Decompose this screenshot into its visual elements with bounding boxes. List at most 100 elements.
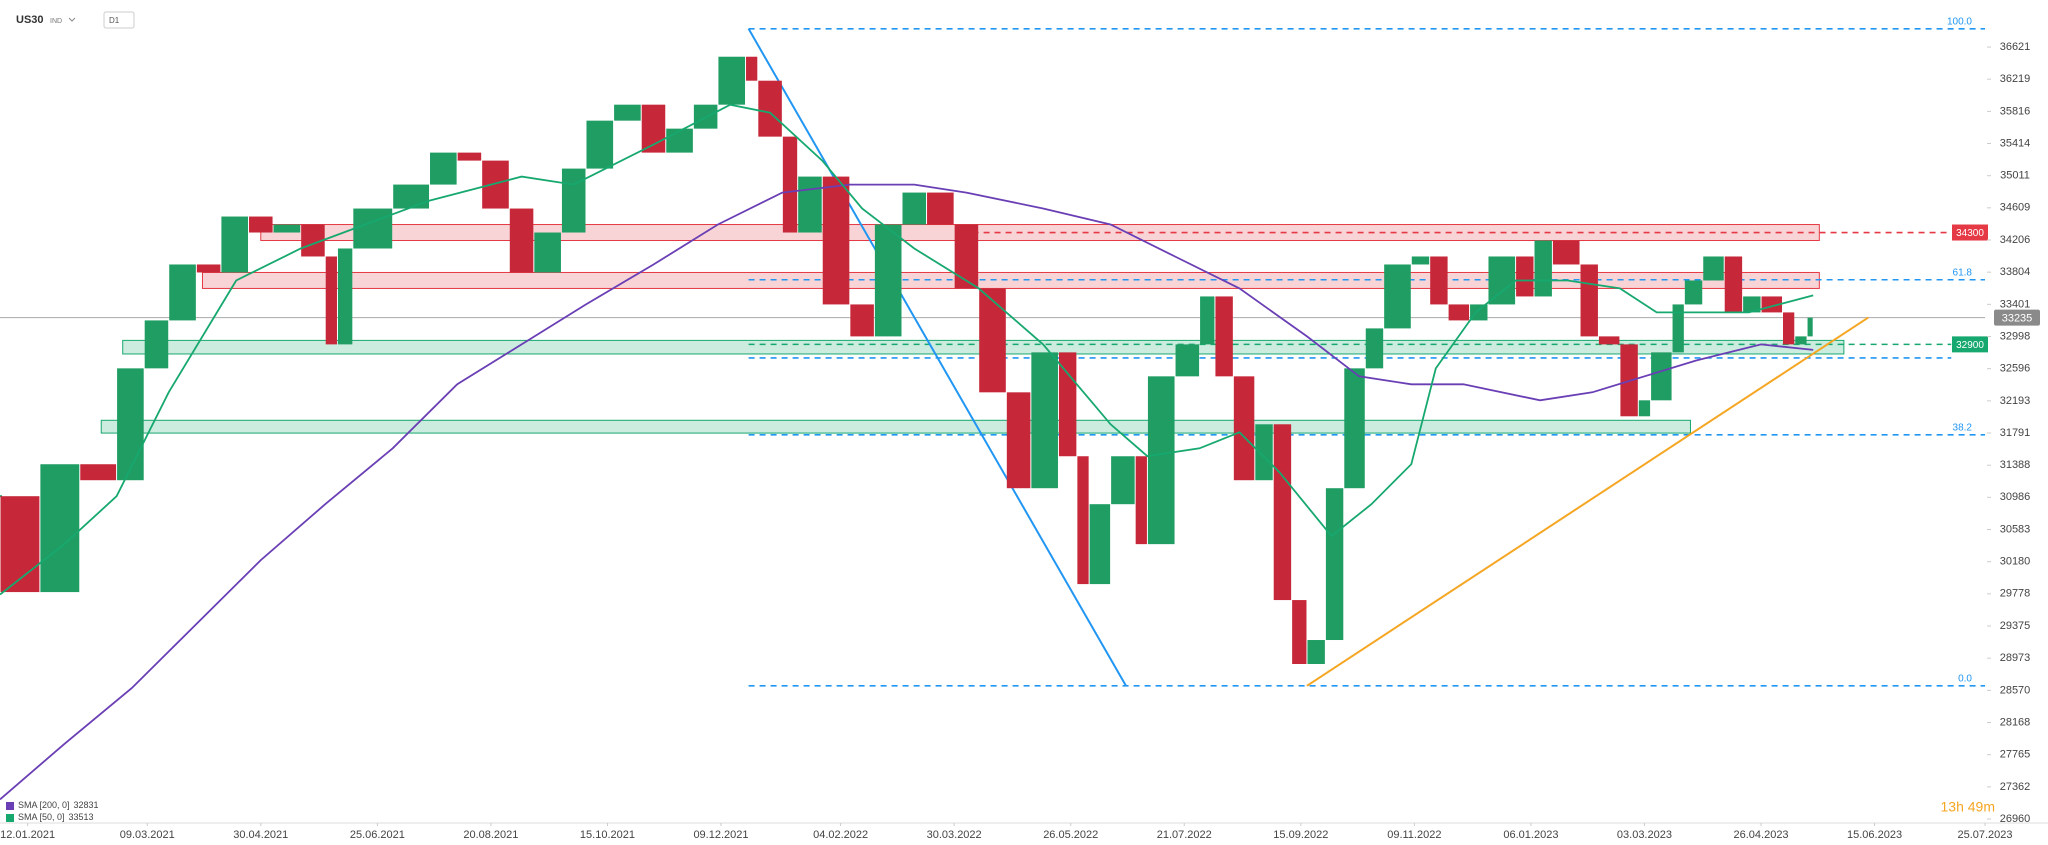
x-tick-label: 15.06.2023 — [1847, 829, 1902, 841]
candle — [1651, 352, 1672, 401]
candle — [1411, 256, 1430, 265]
candle — [1580, 264, 1598, 337]
candle — [353, 208, 393, 249]
candle — [782, 136, 798, 233]
y-tick-label: 34206 — [2000, 234, 2031, 246]
candle — [509, 208, 534, 273]
candle — [1552, 240, 1580, 265]
x-tick-label: 09.03.2021 — [120, 829, 175, 841]
candle — [1598, 336, 1620, 345]
candle — [1215, 296, 1233, 377]
candle — [1325, 488, 1344, 641]
trend-line — [1306, 316, 1869, 687]
x-tick-label: 15.09.2022 — [1273, 829, 1328, 841]
y-tick-label: 31388 — [2000, 459, 2031, 471]
y-tick-label: 26960 — [2000, 813, 2031, 825]
sma-line — [0, 103, 1814, 596]
candle — [1175, 344, 1200, 377]
candle — [430, 152, 457, 185]
candle — [1534, 240, 1552, 297]
y-tick-label: 28973 — [2000, 652, 2031, 664]
candle — [457, 152, 482, 161]
candle — [301, 224, 325, 257]
fib-label: 38.2 — [1953, 422, 1973, 433]
y-tick-label: 28168 — [2000, 716, 2031, 728]
symbol: US30 — [16, 14, 44, 26]
x-tick-label: 30.04.2021 — [233, 829, 288, 841]
candle — [169, 264, 196, 321]
candle — [117, 368, 144, 481]
x-tick-label: 25.06.2021 — [350, 829, 405, 841]
candle — [1006, 392, 1031, 489]
price-tag-label: 32900 — [1956, 340, 1984, 351]
candle — [1233, 376, 1255, 481]
fib-label: 61.8 — [1953, 267, 1973, 278]
sma-line — [0, 183, 1814, 801]
x-tick-label: 21.07.2022 — [1157, 829, 1212, 841]
candle — [1200, 296, 1215, 345]
legend-value: 33513 — [69, 812, 94, 822]
candle — [1077, 456, 1089, 585]
legend-label: SMA [50, 0] 33513 — [18, 812, 94, 822]
candle — [1470, 304, 1488, 321]
dropdown-icon[interactable] — [68, 17, 76, 22]
candle — [196, 264, 221, 273]
x-tick-label: 26.05.2022 — [1043, 829, 1098, 841]
candle — [337, 248, 353, 345]
y-tick-label: 33804 — [2000, 266, 2031, 278]
x-tick-label: 26.04.2023 — [1734, 829, 1789, 841]
candle — [144, 320, 169, 369]
candle — [850, 304, 874, 337]
candle — [927, 192, 954, 225]
y-tick-label: 33401 — [2000, 298, 2031, 310]
candle — [325, 256, 337, 345]
candle — [1516, 256, 1534, 297]
candle — [874, 224, 902, 337]
candle — [614, 104, 641, 121]
candle — [80, 464, 117, 481]
timeframe-box[interactable] — [103, 11, 135, 29]
y-tick-label: 36621 — [2000, 41, 2031, 53]
trend-line — [747, 28, 1127, 687]
candle — [666, 128, 693, 153]
y-tick-label: 30180 — [2000, 556, 2031, 568]
y-tick-label: 35414 — [2000, 137, 2031, 149]
legend-name: SMA [200, 0] — [18, 800, 70, 810]
y-tick-label: 30583 — [2000, 523, 2031, 535]
fib-label: 100.0 — [1947, 16, 1972, 27]
last-price-tag — [1994, 309, 2040, 326]
y-tick-label: 36219 — [2000, 73, 2031, 85]
price-tag-label: 34300 — [1956, 228, 1984, 239]
x-tick-label: 06.01.2023 — [1503, 829, 1558, 841]
y-tick-label: 32596 — [2000, 363, 2031, 375]
candle — [586, 120, 614, 169]
y-tick-label: 28570 — [2000, 684, 2031, 696]
candle — [534, 232, 561, 273]
y-tick-label: 34609 — [2000, 202, 2031, 214]
candle — [1147, 376, 1175, 545]
x-tick-label: 09.12.2021 — [693, 829, 748, 841]
y-tick-label: 27362 — [2000, 781, 2031, 793]
timeframe[interactable]: D1 — [109, 16, 120, 25]
candle — [1307, 640, 1325, 664]
candle — [0, 496, 40, 593]
x-tick-label: 25.07.2023 — [1957, 829, 2012, 841]
candle — [798, 176, 822, 233]
price-tag — [1952, 224, 1988, 241]
y-tick-label: 27765 — [2000, 749, 2031, 761]
candle — [1488, 256, 1516, 305]
candle — [482, 160, 509, 209]
legend-swatch — [6, 814, 14, 822]
last-price-label: 33235 — [2002, 313, 2033, 325]
candle — [954, 224, 979, 289]
candle — [758, 80, 782, 137]
candle — [1058, 352, 1077, 457]
x-tick-label: 20.08.2021 — [463, 829, 518, 841]
legend-label: SMA [200, 0] 32831 — [18, 800, 99, 810]
candle — [40, 464, 80, 593]
legend-swatch — [6, 802, 14, 810]
candle — [746, 56, 758, 81]
x-tick-label: 04.02.2022 — [813, 829, 868, 841]
candle — [1672, 304, 1684, 353]
